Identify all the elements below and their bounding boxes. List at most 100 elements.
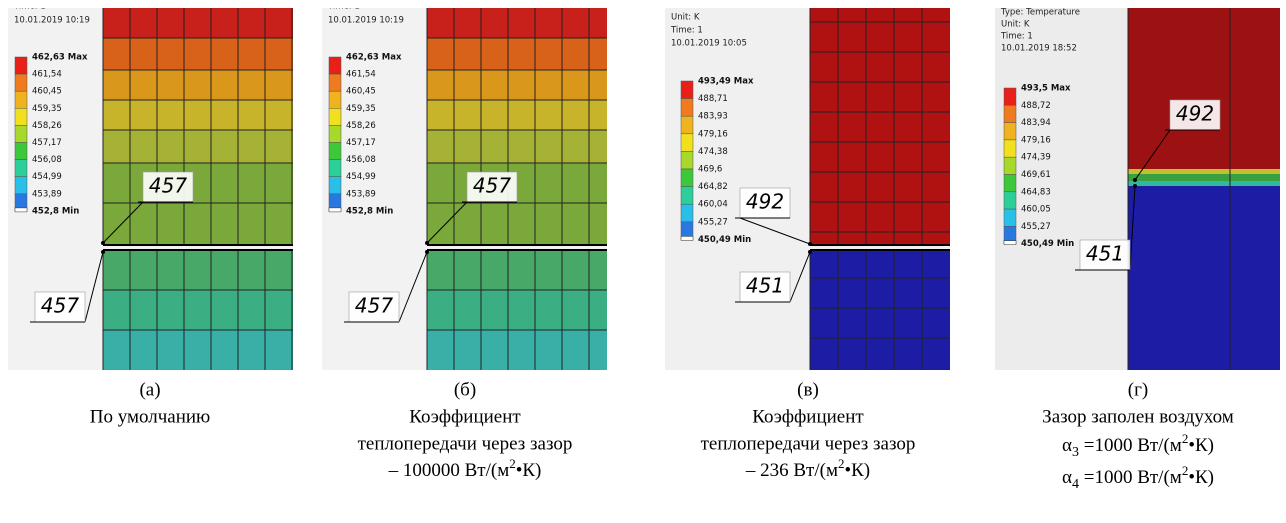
caption-formula: – 100000 Вт/(м2•К): [388, 456, 542, 481]
legend-swatch: [329, 208, 341, 212]
legend-swatch: [329, 125, 341, 142]
legend-label: 483,93: [698, 112, 728, 122]
panel: Time: 110.01.2019 10:19462,63 Max461,544…: [8, 0, 293, 370]
legend-label: 450,49 Min: [1021, 239, 1074, 249]
legend-label: 460,05: [1021, 205, 1051, 215]
legend-label: 460,45: [346, 87, 376, 97]
legend-swatch: [681, 116, 693, 134]
caption-line: теплопередачи через зазор: [358, 433, 573, 454]
legend-swatch: [329, 160, 341, 177]
legend-label: 488,72: [1021, 101, 1051, 111]
callout-point: [1133, 184, 1137, 188]
callout-value: 492: [1176, 102, 1214, 126]
formula-part: •К): [1188, 467, 1214, 488]
legend-label: 483,94: [1021, 118, 1051, 128]
header-text: Time: 1: [670, 26, 703, 36]
legend-label: 457,17: [346, 138, 376, 148]
legend-label: 479,16: [1021, 135, 1051, 145]
legend-swatch: [681, 151, 693, 169]
legend-label: 461,54: [346, 70, 376, 80]
legend-label: 457,17: [32, 138, 62, 148]
legend-label: 462,63 Max: [32, 53, 88, 63]
callout-value: 451: [1086, 242, 1124, 266]
formula-part: =1000 Вт/(м: [1079, 435, 1182, 456]
callout-value: 457: [41, 294, 79, 318]
formula-part: – 100000 Вт/(м: [388, 460, 510, 481]
legend-swatch: [329, 74, 341, 91]
header-text: Unit: K: [1001, 20, 1030, 30]
caption-line: По умолчанию: [90, 406, 211, 427]
caption-line: Зазор заполен воздухом: [1042, 406, 1234, 427]
header-text: Type: Temperature: [1000, 8, 1080, 18]
formula-part: •К): [516, 460, 542, 481]
caption-line: Коэффициент: [752, 406, 864, 427]
callout-value: 457: [355, 294, 393, 318]
legend-label: 450,49 Min: [698, 235, 751, 245]
legend-label: 461,54: [32, 70, 62, 80]
header-text: 10.01.2019 10:05: [671, 39, 747, 49]
legend-label: 469,61: [1021, 170, 1051, 180]
caption-line: теплопередачи через зазор: [701, 433, 916, 454]
legend-swatch: [329, 143, 341, 160]
legend-label: 455,27: [1021, 222, 1051, 232]
formula-part: 4: [1072, 477, 1079, 492]
legend-swatch: [15, 108, 27, 125]
legend-label: 479,16: [698, 129, 728, 139]
formula-part: 3: [1072, 445, 1079, 460]
mesh-band: [810, 250, 950, 370]
legend-label: 455,27: [698, 217, 728, 227]
legend-swatch: [681, 204, 693, 222]
legend-swatch: [1004, 209, 1016, 226]
legend-label: 454,99: [346, 172, 376, 182]
mesh-band: [810, 0, 950, 245]
legend-label: 458,26: [346, 121, 376, 131]
legend-swatch: [15, 208, 27, 212]
panel-label: (а): [139, 379, 160, 400]
mesh-band: [1128, 169, 1280, 174]
legend-label: 474,39: [1021, 153, 1051, 163]
header-text: 10.01.2019 10:19: [328, 16, 404, 26]
caption-formula: – 236 Вт/(м2•К): [745, 456, 870, 481]
callout-point: [808, 250, 812, 254]
legend-swatch: [1004, 140, 1016, 157]
legend-swatch: [1004, 88, 1016, 105]
legend-label: 453,89: [346, 189, 376, 199]
caption-formula: α4 =1000 Вт/(м2•К): [1062, 463, 1214, 492]
legend-swatch: [681, 81, 693, 99]
legend-label: 469,6: [698, 165, 722, 175]
caption-line: Коэффициент: [409, 406, 521, 427]
header-text: Time: 1: [1000, 32, 1033, 42]
legend-label: 456,08: [346, 155, 376, 165]
callout-value: 451: [746, 274, 784, 298]
legend-swatch: [15, 177, 27, 194]
formula-part: •К): [844, 460, 870, 481]
legend-swatch: [15, 160, 27, 177]
legend-label: 458,26: [32, 121, 62, 131]
legend-label: 493,5 Max: [1021, 84, 1071, 94]
formula-part: α: [1062, 467, 1072, 488]
legend-label: 464,83: [1021, 187, 1051, 197]
callout-point: [101, 241, 105, 245]
formula-part: – 236 Вт/(м: [745, 460, 838, 481]
legend-label: 456,08: [32, 155, 62, 165]
panel-label: (в): [797, 379, 819, 400]
mesh-band: [1128, 174, 1280, 181]
legend-swatch: [15, 74, 27, 91]
legend-label: 459,35: [32, 104, 62, 114]
legend-swatch: [1004, 192, 1016, 209]
header-text: Unit: K: [671, 13, 700, 23]
legend-label: 464,82: [698, 182, 728, 192]
header-text: 10.01.2019 10:19: [14, 16, 90, 26]
legend-label: 459,35: [346, 104, 376, 114]
legend-swatch: [1004, 123, 1016, 140]
legend-swatch: [329, 108, 341, 125]
callout-point: [808, 242, 812, 246]
legend-swatch: [1004, 175, 1016, 192]
formula-part: •К): [1188, 435, 1214, 456]
callout-value: 457: [149, 174, 187, 198]
mesh-band: [1128, 0, 1280, 169]
mesh-band: [1128, 186, 1280, 370]
legend-swatch: [1004, 157, 1016, 174]
